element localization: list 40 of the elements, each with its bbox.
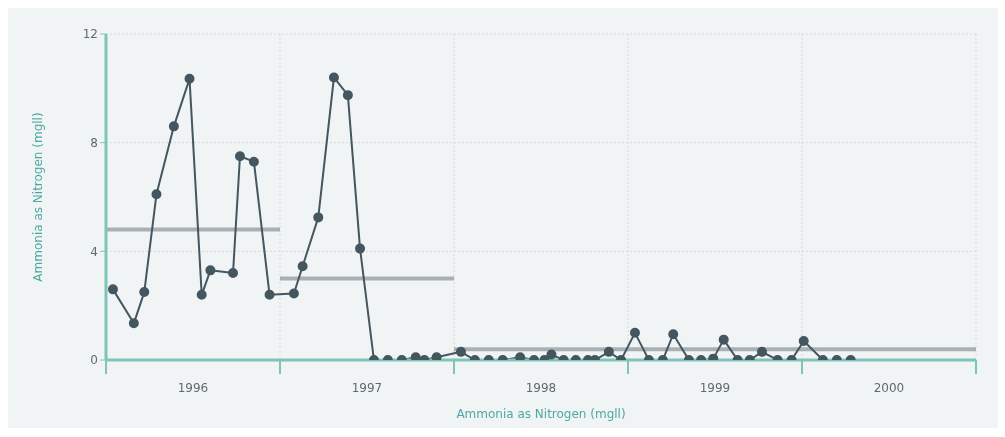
point (151, 189, 162, 200)
point (288, 288, 299, 299)
y-tick-label: 0 (90, 353, 98, 368)
x-axis-title: Ammonia as Nitrogen (mgll) (456, 407, 626, 421)
point (168, 121, 179, 132)
point (313, 212, 324, 223)
x-tick-label: 2000 (873, 381, 905, 395)
point (234, 151, 245, 162)
point (431, 352, 442, 360)
point (798, 335, 809, 346)
point (264, 289, 275, 300)
x-tick-label: 1996 (177, 381, 209, 395)
point (184, 73, 195, 84)
point (355, 243, 366, 254)
point (603, 346, 614, 357)
point (248, 156, 259, 167)
x-tick-label: 1999 (699, 381, 731, 395)
point (455, 346, 466, 357)
point (107, 284, 118, 295)
point (128, 318, 139, 329)
point (205, 265, 216, 276)
point (328, 72, 339, 83)
point (139, 287, 150, 298)
y-tick-label: 4 (90, 244, 98, 259)
point (546, 349, 557, 360)
x-tick-label: 1998 (525, 381, 557, 395)
point (297, 261, 308, 272)
point (342, 90, 353, 101)
point (228, 268, 239, 279)
point (668, 329, 679, 340)
point (756, 346, 767, 357)
point (718, 334, 729, 345)
x-tick-label: 1997 (351, 381, 383, 395)
point (629, 327, 640, 338)
y-tick-label: 8 (90, 135, 98, 150)
y-axis-title: Ammonia as Nitrogen (mgll) (31, 112, 46, 282)
point (410, 352, 421, 360)
point (196, 289, 207, 300)
y-tick-label: 12 (82, 27, 98, 42)
point (515, 352, 526, 360)
